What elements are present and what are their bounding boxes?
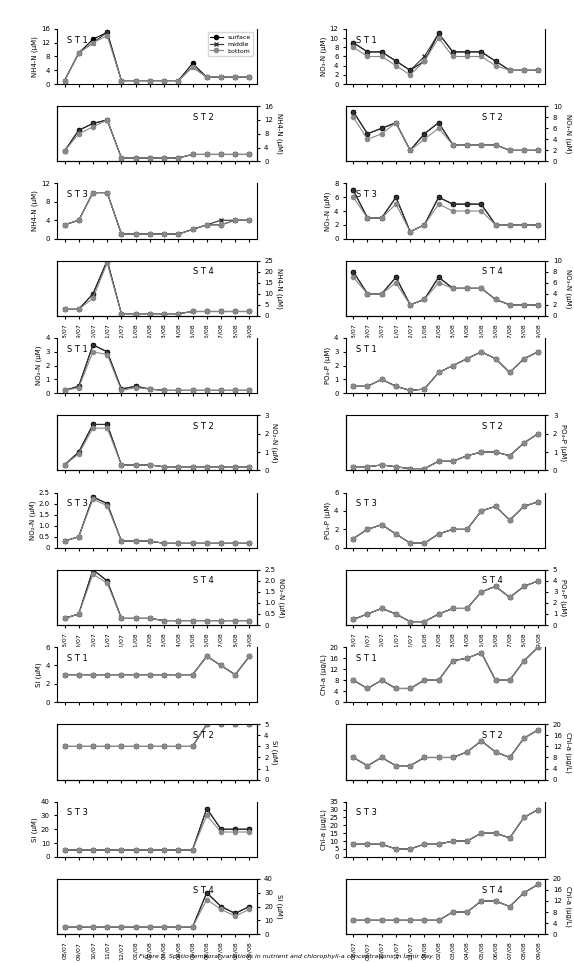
Y-axis label: NH4-N (μM): NH4-N (μM) — [276, 114, 282, 154]
X-axis label: Months: Months — [142, 347, 172, 356]
Y-axis label: Si (μM): Si (μM) — [272, 740, 278, 765]
Text: S T 1: S T 1 — [356, 345, 377, 353]
Text: S T 1: S T 1 — [67, 345, 88, 353]
Text: S T 1: S T 1 — [67, 654, 88, 663]
Y-axis label: Si (μM): Si (μM) — [32, 817, 38, 842]
Y-axis label: Si (μM): Si (μM) — [36, 663, 42, 687]
Y-axis label: Si (μM): Si (μM) — [276, 895, 282, 919]
Y-axis label: NH4-N (μM): NH4-N (μM) — [32, 36, 38, 77]
Y-axis label: PO₄-P (μM): PO₄-P (μM) — [560, 579, 567, 616]
Text: S T 4: S T 4 — [482, 886, 502, 895]
Y-axis label: NO₂-N (μM): NO₂-N (μM) — [278, 578, 285, 617]
Text: S T 4: S T 4 — [482, 268, 502, 276]
Text: S T 1: S T 1 — [356, 36, 377, 44]
Y-axis label: NO₂-N (μM): NO₂-N (μM) — [272, 423, 278, 462]
Text: S T 4: S T 4 — [193, 577, 214, 586]
Text: S T 4: S T 4 — [193, 268, 214, 276]
Y-axis label: NO₂-N (μM): NO₂-N (μM) — [29, 501, 36, 540]
X-axis label: Months: Months — [142, 656, 172, 665]
Text: S T 2: S T 2 — [193, 731, 214, 740]
Text: S T 2: S T 2 — [482, 422, 502, 430]
Y-axis label: Chl-a (μg/L): Chl-a (μg/L) — [565, 886, 571, 927]
Text: S T 2: S T 2 — [482, 113, 502, 121]
Text: S T 2: S T 2 — [193, 113, 214, 121]
Text: Figure 2. Spatio-temporal variations in nutrient and chlorophyll-a concentration: Figure 2. Spatio-temporal variations in … — [139, 953, 435, 959]
Text: S T 4: S T 4 — [482, 577, 502, 586]
Text: S T 3: S T 3 — [356, 808, 377, 818]
Text: S T 3: S T 3 — [67, 808, 88, 818]
Y-axis label: NH4-N (μM): NH4-N (μM) — [276, 268, 282, 309]
X-axis label: Months: Months — [430, 656, 461, 665]
X-axis label: Months: Months — [430, 347, 461, 356]
Y-axis label: PO₄-P (μM): PO₄-P (μM) — [560, 425, 567, 461]
Y-axis label: PO₄-P (μM): PO₄-P (μM) — [325, 502, 331, 538]
Text: S T 2: S T 2 — [482, 731, 502, 740]
Y-axis label: NO₂-N (μM): NO₂-N (μM) — [36, 346, 42, 385]
Text: S T 2: S T 2 — [193, 422, 214, 430]
Y-axis label: Chl-a (μg/L): Chl-a (μg/L) — [320, 809, 327, 849]
Text: S T 3: S T 3 — [67, 190, 88, 199]
Y-axis label: NH4-N (μM): NH4-N (μM) — [32, 191, 38, 231]
Text: S T 3: S T 3 — [67, 499, 88, 508]
Text: S T 4: S T 4 — [193, 886, 214, 895]
Y-axis label: PO₄-P (μM): PO₄-P (μM) — [325, 347, 331, 384]
Y-axis label: NO₃-N (μM): NO₃-N (μM) — [565, 269, 571, 308]
Text: S T 1: S T 1 — [67, 36, 88, 44]
Text: S T 3: S T 3 — [356, 499, 377, 508]
Y-axis label: Chl-a (μg/L): Chl-a (μg/L) — [320, 654, 327, 695]
Text: S T 3: S T 3 — [356, 190, 377, 199]
Text: S T 1: S T 1 — [356, 654, 377, 663]
Y-axis label: Chl-a (μg/L): Chl-a (μg/L) — [565, 732, 571, 772]
Y-axis label: NO₃-N (μM): NO₃-N (μM) — [320, 37, 327, 76]
Y-axis label: NO₃-N (μM): NO₃-N (μM) — [325, 192, 331, 231]
Legend: surface, middle, bottom: surface, middle, bottom — [208, 32, 253, 56]
Y-axis label: NO₃-N (μM): NO₃-N (μM) — [565, 114, 571, 153]
